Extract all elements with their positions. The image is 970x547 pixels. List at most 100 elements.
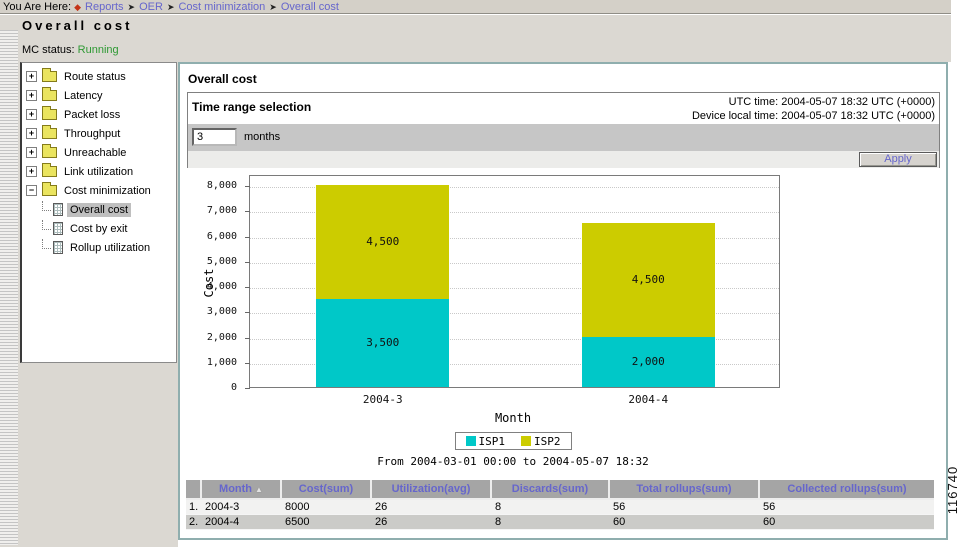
row-number-cell: 2. <box>186 515 202 529</box>
document-icon <box>53 241 63 254</box>
tree-item-label: Route status <box>64 70 126 83</box>
expand-toggle-icon[interactable]: + <box>26 128 37 139</box>
gridline <box>250 237 779 239</box>
column-header-month[interactable]: Month ▲ <box>202 480 282 498</box>
expand-toggle-icon[interactable]: + <box>26 109 37 120</box>
tree-item-label: Link utilization <box>64 165 134 178</box>
legend-label: ISP2 <box>534 434 561 448</box>
column-header-collected-rollups-sum-[interactable]: Collected rollups(sum) <box>760 480 934 498</box>
table-cell-utilization-avg-: 26 <box>372 500 492 514</box>
table-row: 2. 2004-4 6500 26 8 60 60 <box>186 515 934 530</box>
folder-icon <box>42 163 57 177</box>
chart-legend: ISP1 ISP2 <box>202 432 824 450</box>
y-tick-label: 8,000 <box>206 180 237 191</box>
device-time-label: Device local time: <box>691 110 779 122</box>
column-header-cost-sum-[interactable]: Cost(sum) <box>282 480 372 498</box>
table-cell-month: 2004-3 <box>202 500 282 514</box>
y-tick-label: 2,000 <box>206 331 237 343</box>
tree-item-overall-cost[interactable]: Overall cost <box>22 200 176 219</box>
device-time-value: 2004-05-07 18:32 UTC (+0000) <box>781 110 935 122</box>
table-cell-discards-sum-: 8 <box>492 500 610 514</box>
x-tick-label: 2004-4 <box>628 393 669 406</box>
months-input[interactable] <box>192 128 237 146</box>
time-range-title: Time range selection <box>192 100 312 114</box>
document-icon <box>53 222 63 235</box>
bar-value-label: 2,000 <box>631 355 665 369</box>
device-time-line: Device local time: 2004-05-07 18:32 UTC … <box>692 109 935 123</box>
tree-item-label: Throughput <box>64 127 121 140</box>
tree-item-link-utilization[interactable]: + Link utilization <box>22 162 176 181</box>
expand-toggle-icon[interactable]: + <box>26 71 37 82</box>
breadcrumb-items: ◆ Reports ➤ OER ➤ Cost minimization ➤ Overall c… <box>71 1 339 13</box>
x-tick-label: 2004-3 <box>362 393 403 406</box>
table-header-row: Month ▲ Cost(sum) Utilization(avg) Discards(… <box>186 480 934 500</box>
breadcrumb-link-cost-minimization[interactable]: Cost minimization <box>178 1 266 13</box>
bar-segment-isp2-2004-3[interactable]: 4,500 <box>316 185 450 299</box>
breadcrumb-link-reports[interactable]: Reports <box>85 1 124 13</box>
apply-button[interactable]: Apply <box>859 152 937 167</box>
bar-segment-isp2-2004-4[interactable]: 4,500 <box>581 222 715 337</box>
gridline <box>250 363 779 365</box>
expand-toggle-icon[interactable]: + <box>26 147 37 158</box>
folder-icon <box>42 68 57 82</box>
tree-item-latency[interactable]: + Latency <box>22 86 176 105</box>
tree-item-throughput[interactable]: + Throughput <box>22 124 176 143</box>
chart-y-axis: 0 1,000 2,000 3,000 4,000 5,000 6,000 7,000 8,00… <box>180 64 243 404</box>
tree-item-label: Packet loss <box>64 108 121 121</box>
document-icon <box>53 203 63 216</box>
expand-toggle-icon[interactable]: + <box>26 90 37 101</box>
time-info: UTC time: 2004-05-07 18:32 UTC (+0000) D… <box>692 95 935 123</box>
utc-time-value: 2004-05-07 18:32 UTC (+0000) <box>781 96 935 108</box>
chart-legend-box: ISP1 ISP2 <box>454 432 572 450</box>
sort-asc-icon: ▲ <box>255 485 263 494</box>
gridline <box>250 262 779 264</box>
breadcrumb-prefix: You Are Here: <box>3 1 72 13</box>
gridline <box>250 187 779 188</box>
expand-toggle-icon[interactable]: + <box>26 166 37 177</box>
tree-item-label: Cost by exit <box>70 222 128 235</box>
legend-swatch-isp1 <box>465 436 476 446</box>
bar-segment-isp1-2004-4[interactable]: 2,000 <box>581 336 715 387</box>
utc-time-line: UTC time: 2004-05-07 18:32 UTC (+0000) <box>692 95 935 109</box>
table-cell-total-rollups-sum-: 60 <box>610 515 760 529</box>
tree-item-route-status[interactable]: + Route status <box>22 67 176 86</box>
tree-item-label: Rollup utilization <box>70 241 151 254</box>
bar-2004-3: 3,500 4,500 <box>316 176 450 387</box>
row-number-header <box>186 480 202 498</box>
row-number-cell: 1. <box>186 500 202 514</box>
legend-label: ISP1 <box>478 434 506 448</box>
table-cell-total-rollups-sum-: 56 <box>610 500 760 514</box>
tree-item-unreachable[interactable]: + Unreachable <box>22 143 176 162</box>
tree-connector <box>42 201 51 211</box>
breadcrumb-bar: You Are Here: ◆ Reports ➤ OER ➤ Cost minimizat… <box>0 0 951 14</box>
bar-segment-isp1-2004-3[interactable]: 3,500 <box>316 298 450 387</box>
table-cell-cost-sum-: 8000 <box>282 500 372 514</box>
breadcrumb-arrow-icon: ➤ <box>127 2 136 12</box>
collapse-toggle-icon[interactable]: − <box>26 185 37 196</box>
y-tick-mark <box>245 337 250 339</box>
folder-icon <box>42 144 57 158</box>
y-tick-mark <box>245 362 250 364</box>
tree-item-cost-minimization[interactable]: − Cost minimization <box>22 181 176 200</box>
chart-plot: 3,500 4,500 2004-3 2,000 4,500 2004-4 <box>245 175 780 406</box>
tree-item-packet-loss[interactable]: + Packet loss <box>22 105 176 124</box>
page-title: Overall cost <box>22 18 133 33</box>
table-row: 1. 2004-3 8000 26 8 56 56 <box>186 500 934 515</box>
y-tick-mark <box>245 312 250 314</box>
tree-item-cost-by-exit[interactable]: Cost by exit <box>22 219 176 238</box>
breadcrumb-link-overall-cost[interactable]: Overall cost <box>280 1 339 13</box>
gridline <box>250 212 779 214</box>
main-panel: Overall cost Time range selection UTC ti… <box>178 62 948 540</box>
breadcrumb-link-oer[interactable]: OER <box>139 1 163 13</box>
bar-value-label: 4,500 <box>366 235 400 249</box>
column-header-total-rollups-sum-[interactable]: Total rollups(sum) <box>610 480 760 498</box>
months-label: months <box>244 131 281 143</box>
tree-item-rollup-utilization[interactable]: Rollup utilization <box>22 238 176 257</box>
legend-item-isp1: ISP1 <box>465 434 506 448</box>
column-header-discards-sum-[interactable]: Discards(sum) <box>492 480 610 498</box>
y-tick-label: 3,000 <box>206 306 237 318</box>
column-header-utilization-avg-[interactable]: Utilization(avg) <box>372 480 492 498</box>
tree-item-label: Overall cost <box>67 202 132 217</box>
table-cell-cost-sum-: 6500 <box>282 515 372 529</box>
gridline <box>250 338 779 340</box>
